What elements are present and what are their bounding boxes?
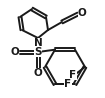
Text: S: S	[34, 47, 42, 57]
Text: F: F	[69, 70, 77, 80]
Text: O: O	[34, 68, 42, 78]
Text: N: N	[34, 38, 42, 48]
Text: O: O	[78, 8, 86, 18]
Text: O: O	[11, 47, 19, 57]
Text: F: F	[64, 79, 72, 89]
